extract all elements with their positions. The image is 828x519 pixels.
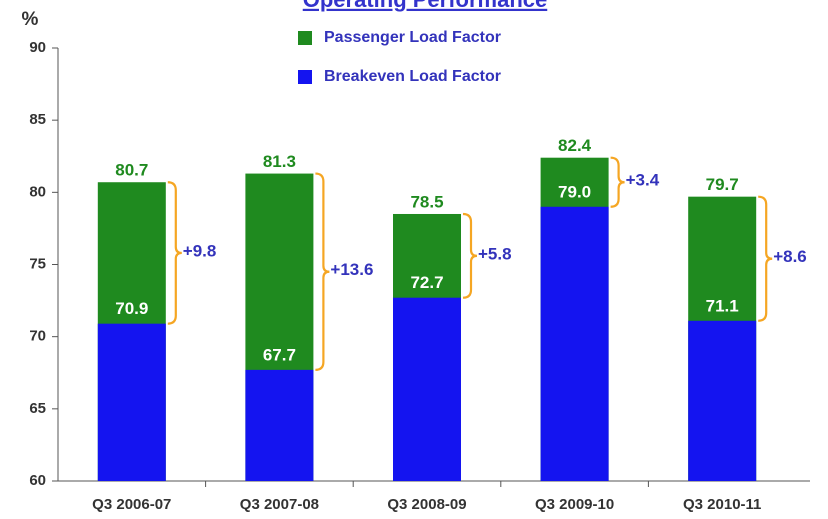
data-label: 79.0	[558, 182, 591, 201]
data-label: 67.7	[263, 345, 296, 364]
y-tick-label: 60	[29, 472, 46, 489]
legend-swatch	[298, 70, 312, 84]
legend-label: Passenger Load Factor	[324, 29, 501, 46]
difference-brace	[462, 212, 478, 299]
difference-brace	[610, 156, 625, 208]
data-label: 72.7	[410, 273, 443, 292]
data-label: 81.3	[263, 152, 296, 171]
legend-swatch	[298, 31, 312, 45]
chart-title: Operating Performance	[303, 0, 548, 12]
bar	[97, 323, 166, 481]
data-label: 78.5	[410, 192, 443, 211]
y-tick-label: 85	[29, 111, 46, 128]
x-tick-label: Q3 2008-09	[387, 496, 466, 513]
y-axis-label: %	[22, 9, 39, 30]
bar	[393, 297, 461, 481]
data-label: 71.1	[706, 296, 739, 315]
data-label: 80.7	[115, 161, 148, 180]
x-tick-label: Q3 2009-10	[535, 496, 614, 513]
y-tick-label: 80	[29, 183, 46, 200]
difference-brace	[315, 172, 330, 371]
difference-label: +9.8	[183, 241, 217, 260]
y-tick-label: 75	[29, 255, 46, 272]
difference-label: +13.6	[330, 260, 373, 279]
difference-label: +3.4	[626, 171, 660, 190]
difference-label: +8.6	[773, 247, 807, 266]
difference-label: +5.8	[478, 244, 512, 263]
y-tick-label: 70	[29, 328, 46, 345]
bar	[245, 369, 314, 481]
bar	[688, 320, 757, 481]
difference-brace	[167, 181, 182, 325]
bar	[540, 206, 609, 481]
x-tick-label: Q3 2007-08	[240, 496, 319, 513]
y-tick-label: 65	[29, 400, 46, 417]
data-label: 70.9	[115, 299, 148, 318]
data-label: 79.7	[706, 175, 739, 194]
x-tick-label: Q3 2010-11	[683, 496, 761, 513]
x-tick-label: Q3 2006-07	[92, 496, 171, 513]
difference-brace	[758, 195, 773, 322]
legend-label: Breakeven Load Factor	[324, 68, 501, 85]
y-tick-label: 90	[29, 39, 46, 56]
data-label: 82.4	[558, 136, 592, 155]
